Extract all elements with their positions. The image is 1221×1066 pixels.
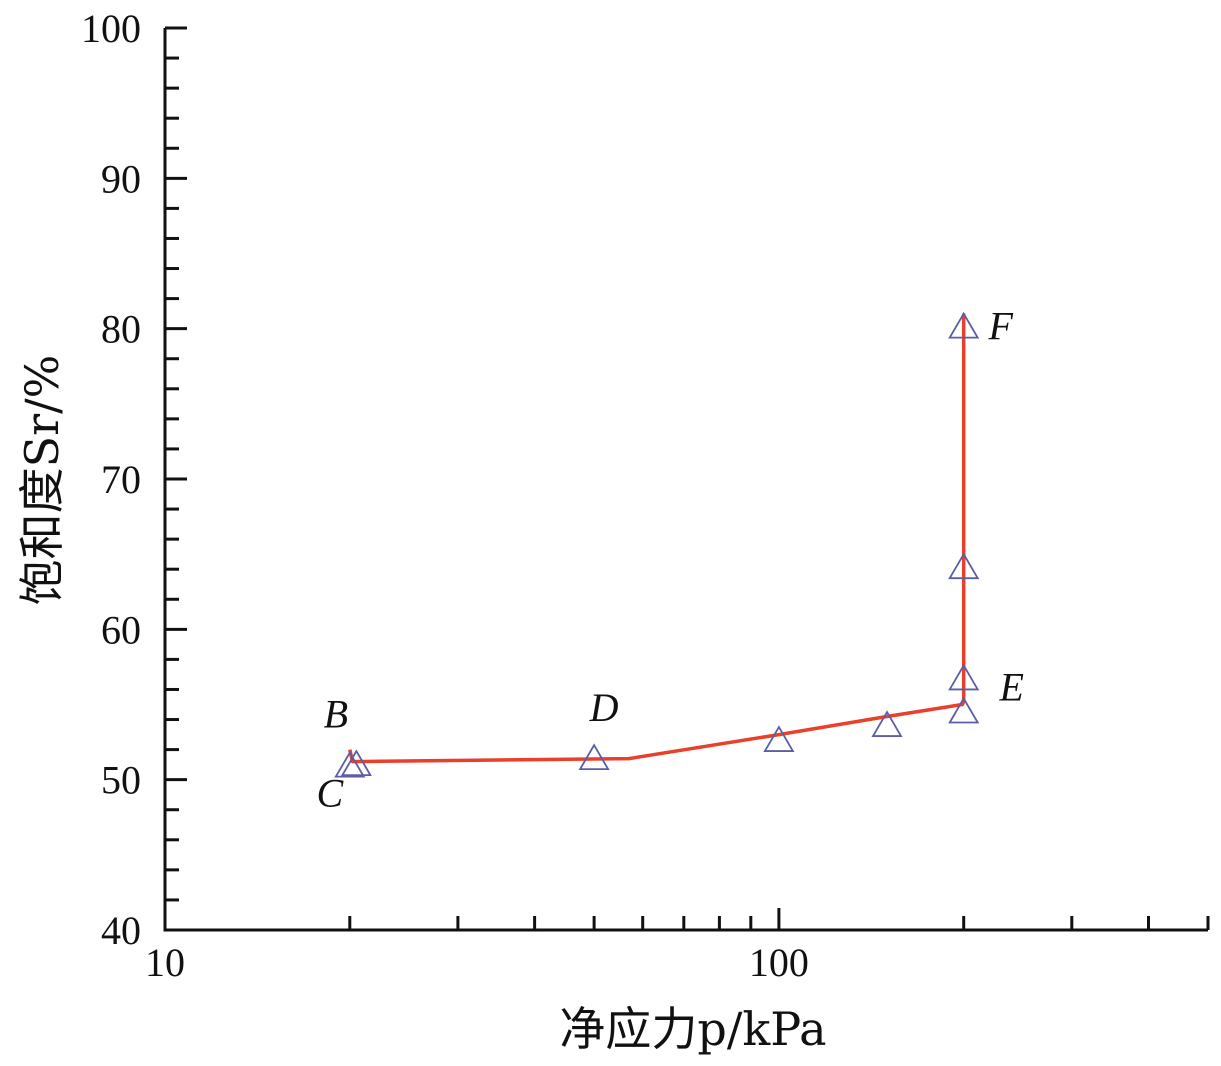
plot-series — [348, 313, 966, 764]
triangle-marker — [948, 311, 980, 339]
x-tick-label: 100 — [749, 940, 809, 985]
triangle-marker — [948, 552, 980, 580]
y-tick-label: 90 — [101, 156, 141, 201]
y-tick-label: 80 — [101, 307, 141, 352]
y-axis-title: 饱和度Sr/% — [15, 355, 69, 606]
triangle-marker — [948, 663, 980, 691]
point-label-e: E — [998, 665, 1023, 710]
y-tick-label: 50 — [101, 758, 141, 803]
point-label-f: F — [987, 304, 1013, 349]
y-tick-label: 70 — [101, 457, 141, 502]
x-axis-title: 净应力p/kPa — [559, 1002, 826, 1056]
y-tick-label: 100 — [81, 6, 141, 51]
triangle-marker — [948, 696, 980, 724]
triangle-marker — [578, 743, 610, 771]
triangle-marker — [340, 749, 372, 777]
saturation-curve — [348, 313, 966, 764]
y-tick-label: 60 — [101, 607, 141, 652]
y-axis-ticks: 40 50 60 70 80 90 100 — [81, 6, 187, 953]
point-label-b: B — [324, 692, 348, 737]
point-annotations: BC D E F — [316, 304, 1023, 816]
point-label-d: D — [589, 685, 619, 730]
triangle-marker — [334, 750, 366, 778]
data-markers — [334, 311, 980, 778]
x-tick-label: 10 — [145, 940, 185, 985]
point-label-c: C — [316, 771, 344, 816]
x-axis-ticks: 10 100 — [145, 908, 1210, 985]
triangle-marker — [871, 710, 903, 737]
triangle-marker — [763, 725, 795, 752]
y-tick-label: 40 — [101, 908, 141, 953]
